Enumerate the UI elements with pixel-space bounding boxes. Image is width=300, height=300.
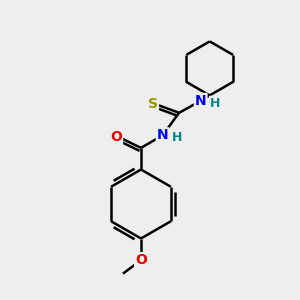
Text: H: H — [172, 131, 182, 144]
Text: N: N — [195, 94, 206, 108]
Text: N: N — [157, 128, 168, 142]
Text: O: O — [110, 130, 122, 143]
Text: O: O — [135, 253, 147, 267]
Text: S: S — [148, 97, 158, 111]
Text: H: H — [210, 97, 220, 110]
